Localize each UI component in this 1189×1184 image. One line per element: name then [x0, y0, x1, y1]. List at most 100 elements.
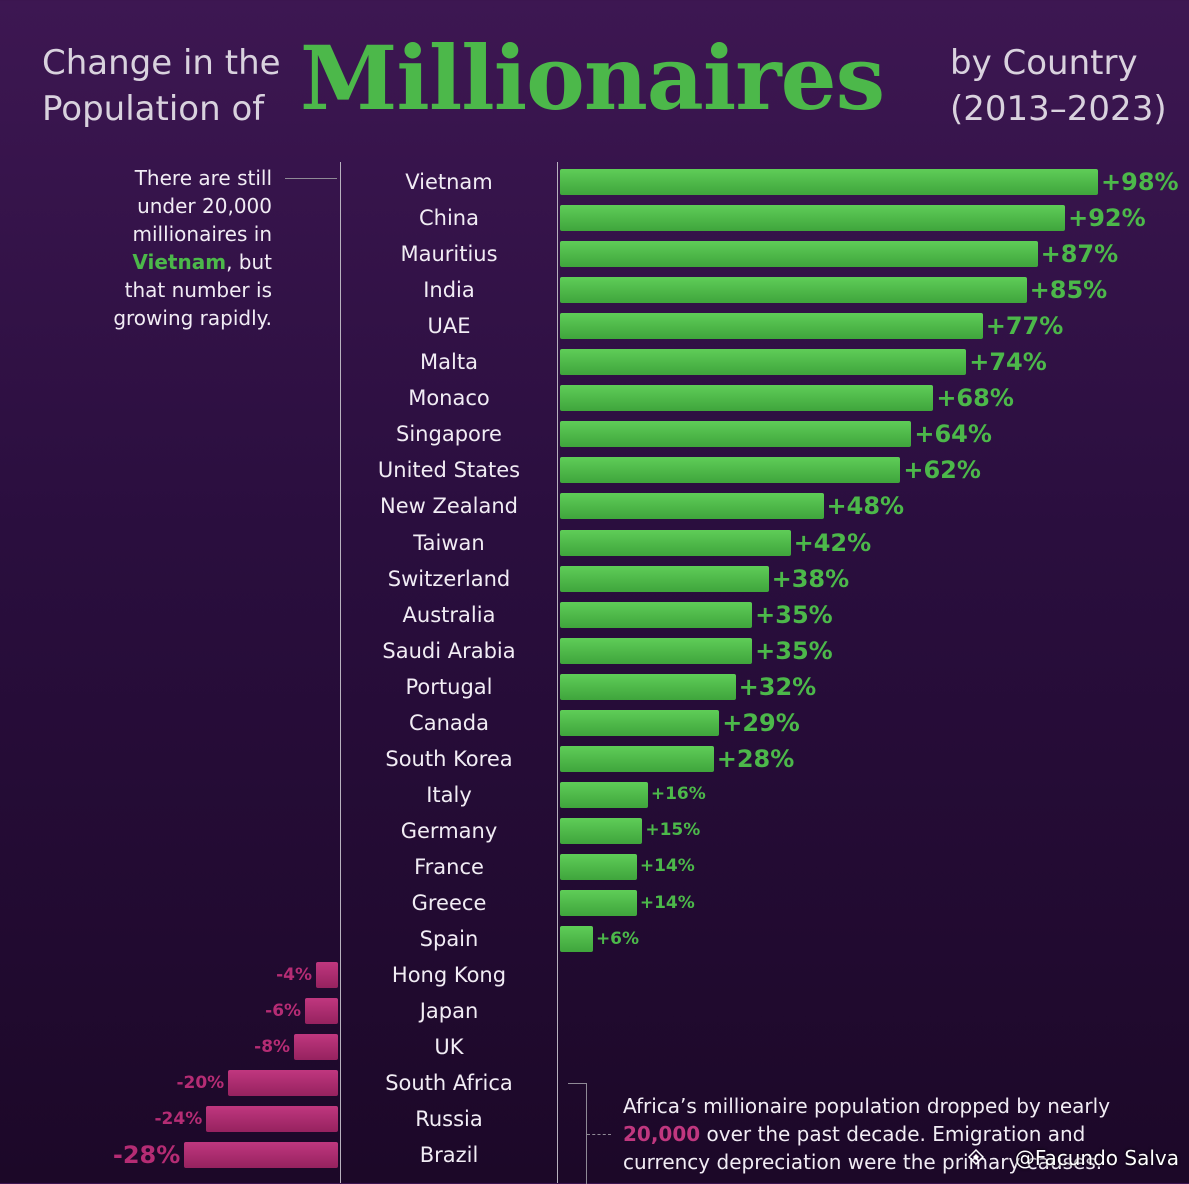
country-label: Australia: [402, 602, 496, 627]
title-right-line-2: (2013–2023): [950, 89, 1167, 129]
country-label: Switzerland: [387, 566, 511, 591]
africa-note-line-3: currency depreciation were the primary c…: [623, 1150, 1103, 1174]
country-label: France: [414, 854, 484, 879]
country-label: Spain: [419, 927, 479, 952]
bar-value-label: +74%: [969, 348, 1047, 377]
bar-positive: [560, 313, 983, 340]
bar-value-label: -4%: [276, 964, 313, 985]
bar-value-label: +14%: [639, 856, 695, 877]
bar-value-label: +16%: [650, 784, 706, 805]
country-label: UAE: [427, 314, 471, 339]
bar-positive: [560, 709, 720, 736]
right-divider: [557, 162, 558, 1183]
bar-value-label: -28%: [112, 1141, 181, 1170]
note-line-4: Vietnam, but: [90, 248, 272, 276]
note-highlight: Vietnam: [132, 250, 227, 274]
bar-value-label: -6%: [265, 1000, 302, 1021]
bar-positive: [560, 926, 593, 953]
note-line-2: under 20,000: [137, 194, 272, 218]
bar-value-label: +6%: [595, 928, 640, 949]
country-label: United States: [377, 458, 521, 483]
bar-positive: [560, 817, 643, 844]
bar-positive: [560, 853, 637, 880]
left-divider: [340, 162, 341, 1183]
bar-positive: [560, 169, 1099, 195]
bar-value-label: -24%: [154, 1108, 203, 1129]
country-label: Singapore: [396, 422, 502, 447]
country-label: Portugal: [405, 674, 493, 699]
bar-negative: [316, 962, 338, 989]
bar-value-label: +35%: [755, 636, 833, 665]
bar-positive: [560, 565, 769, 592]
title-main: Millionaires: [300, 26, 885, 130]
country-label: Japan: [419, 999, 479, 1024]
country-label: Malta: [420, 350, 478, 375]
bar-positive: [560, 745, 714, 772]
country-label: UK: [434, 1035, 464, 1060]
country-label: Russia: [415, 1107, 483, 1132]
bar-positive: [560, 277, 1027, 304]
bar-negative: [228, 1070, 338, 1097]
bar-value-label: +38%: [771, 564, 850, 593]
country-label: South Africa: [385, 1071, 513, 1096]
bar-value-label: +92%: [1068, 204, 1146, 233]
bar-value-label: -20%: [176, 1072, 225, 1093]
bar-positive: [560, 457, 901, 484]
bar-negative: [305, 998, 338, 1025]
bar-value-label: +64%: [914, 420, 992, 449]
country-label: India: [423, 278, 475, 303]
bar-positive: [560, 349, 967, 376]
country-label: Germany: [400, 818, 498, 843]
bar-value-label: +85%: [1029, 276, 1108, 305]
bar-positive: [560, 673, 736, 700]
africa-note-rest: over the past decade. Emigration and: [700, 1122, 1086, 1146]
note-line-3: millionaires in: [132, 222, 272, 246]
country-label: South Korea: [385, 746, 513, 771]
bar-positive: [560, 493, 824, 520]
bar-value-label: +48%: [826, 492, 905, 521]
title-left-line-1: Change in the: [42, 43, 281, 83]
country-label: Italy: [426, 782, 472, 807]
africa-note-line-1: Africa’s millionaire population dropped …: [623, 1094, 1111, 1118]
note-line-5: that number is: [124, 278, 272, 302]
bar-positive: [560, 421, 912, 448]
country-label: Saudi Arabia: [382, 638, 516, 663]
bar-value-label: +28%: [716, 744, 795, 773]
country-label: Greece: [411, 891, 487, 915]
bar-positive: [560, 781, 648, 808]
country-label: Monaco: [408, 386, 490, 411]
bar-value-label: +15%: [645, 820, 701, 841]
bar-value-label: +14%: [639, 892, 695, 913]
bar-value-label: +35%: [755, 600, 833, 629]
country-label: Brazil: [419, 1143, 479, 1168]
country-label: New Zealand: [380, 494, 518, 519]
bar-value-label: +68%: [936, 384, 1014, 413]
country-label: China: [419, 206, 479, 231]
bar-value-label: -8%: [254, 1036, 291, 1057]
bar-value-label: +77%: [985, 312, 1064, 341]
title-right: by Country (2013–2023): [950, 40, 1167, 132]
watermark-logo-icon: [968, 1149, 984, 1165]
note-after-highlight: , but: [226, 250, 272, 274]
bar-value-label: +98%: [1101, 168, 1179, 196]
note-connector-line: [285, 178, 337, 179]
note-line-6: growing rapidly.: [113, 306, 272, 330]
credit-watermark: @Facundo Salva: [1014, 1146, 1179, 1170]
bar-negative: [206, 1106, 338, 1133]
bar-positive: [560, 637, 753, 664]
africa-bracket-connector: [587, 1134, 611, 1135]
bar-positive: [560, 241, 1038, 268]
bar-negative: [184, 1142, 338, 1169]
country-label: Mauritius: [400, 242, 498, 267]
vietnam-note: There are still under 20,000 millionaire…: [90, 164, 272, 332]
bar-positive: [560, 890, 637, 916]
bar-value-label: +62%: [903, 456, 981, 485]
country-label: Canada: [409, 710, 489, 735]
africa-bracket: [568, 1083, 587, 1184]
africa-note-highlight: 20,000: [623, 1122, 701, 1146]
africa-note-line-2: 20,000 over the past decade. Emigration …: [623, 1120, 1163, 1148]
africa-note: Africa’s millionaire population dropped …: [623, 1092, 1163, 1176]
title-left: Change in the Population of: [42, 40, 281, 132]
title-left-line-2: Population of: [42, 89, 265, 129]
bar-value-label: +32%: [738, 672, 817, 701]
